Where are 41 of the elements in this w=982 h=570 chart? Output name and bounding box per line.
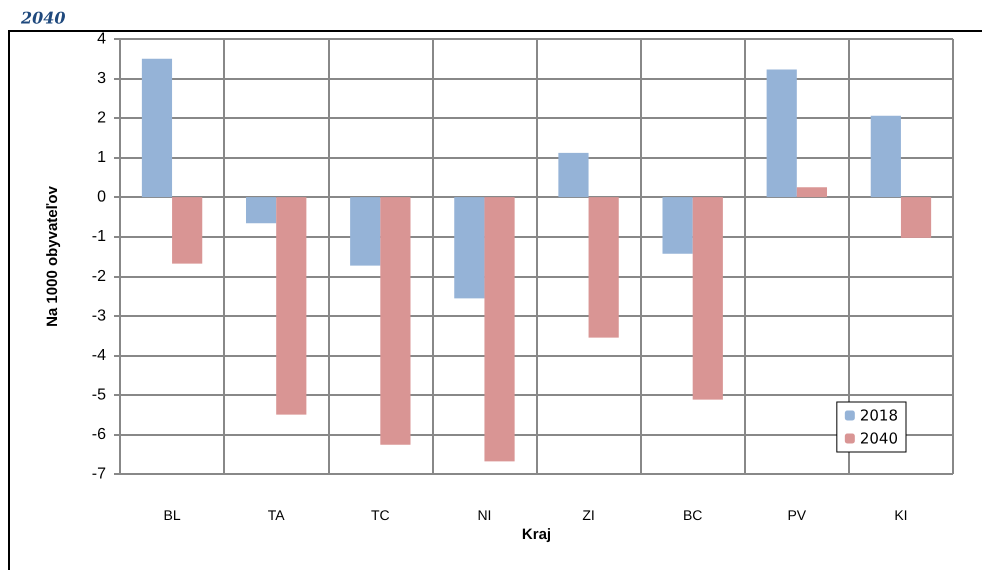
bar: [692, 197, 723, 400]
bar: [796, 187, 828, 198]
y-tick-label: 0: [97, 188, 106, 206]
legend-label: 2018: [860, 406, 898, 424]
bar: [380, 197, 411, 445]
x-axis-title: Kraj: [522, 526, 552, 543]
x-tick-label: TA: [268, 507, 286, 523]
bar: [900, 197, 932, 238]
bar: [172, 197, 202, 264]
y-tick-label: -4: [92, 346, 106, 364]
y-tick-label: -1: [92, 228, 106, 246]
y-tick-label: 3: [97, 70, 106, 88]
bar: [142, 58, 172, 198]
bar: [276, 197, 306, 415]
x-tick-label: NI: [477, 507, 492, 523]
y-tick-label: -7: [92, 466, 106, 482]
y-tick-label: 1: [97, 149, 106, 166]
bar: [588, 197, 619, 338]
chart-title: 2040: [20, 8, 66, 28]
x-tick-label: BC: [682, 507, 702, 523]
y-tick-label: 2: [97, 110, 106, 127]
x-tick-label: BL: [164, 507, 181, 523]
x-tick-label: TC: [370, 507, 390, 523]
y-tick-label: -2: [92, 268, 106, 285]
legend-label: 2040: [860, 430, 898, 448]
y-tick-label: -5: [92, 386, 106, 404]
y-tick-label: -3: [92, 307, 106, 324]
bar: [484, 197, 515, 462]
bar: [350, 197, 380, 266]
bar: [662, 197, 693, 254]
x-tick-label: KI: [894, 507, 908, 523]
y-tick-label: -6: [92, 426, 106, 443]
x-tick-label: PV: [787, 507, 807, 523]
bar: [870, 116, 901, 198]
bar: [454, 197, 484, 298]
bar: [558, 152, 589, 198]
bar: [246, 197, 276, 224]
y-tick-label: 4: [97, 30, 106, 48]
y-axis-title: Na 1000 obyvateľov: [44, 185, 61, 327]
x-tick-label: ZI: [582, 507, 595, 523]
bar: [766, 69, 797, 198]
